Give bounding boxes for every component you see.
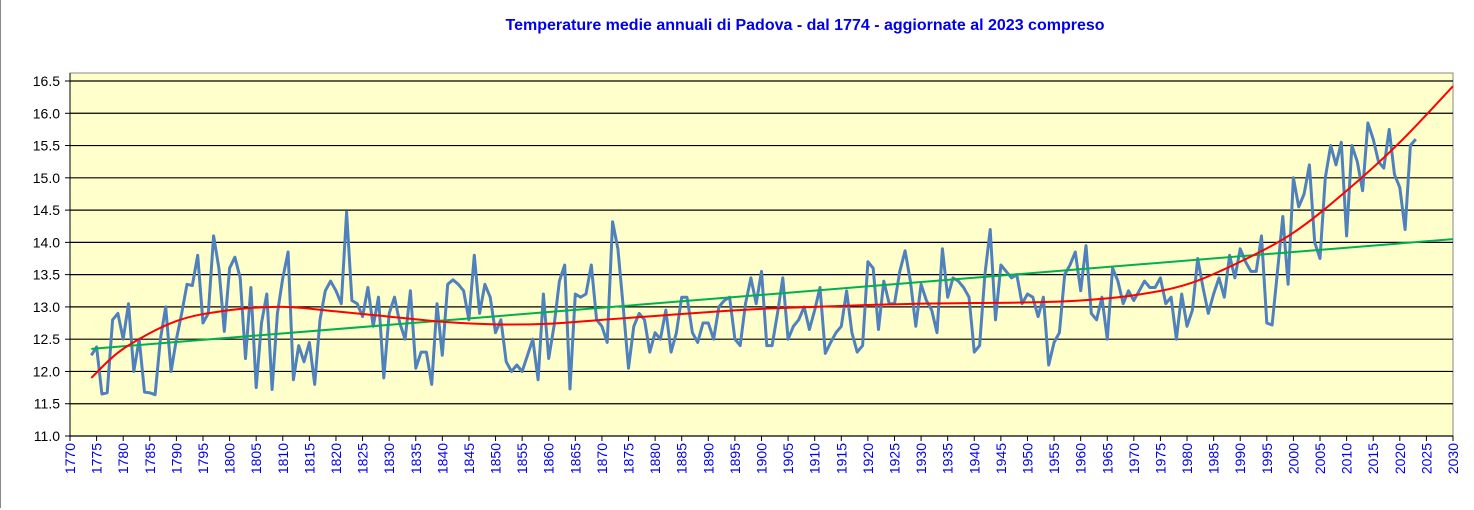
x-tick-label: 1880 (647, 443, 663, 474)
x-tick-label: 1925 (886, 443, 902, 474)
y-tick-label: 11.5 (34, 396, 60, 412)
x-tick-label: 1835 (408, 443, 424, 474)
x-tick-label: 1915 (833, 443, 849, 474)
x-tick-label: 2010 (1339, 443, 1355, 474)
x-tick-label: 2000 (1285, 443, 1301, 474)
x-tick-label: 1830 (381, 443, 397, 474)
x-tick-label: 1800 (222, 443, 238, 474)
y-tick-label: 16.0 (33, 105, 60, 121)
x-tick-label: 2015 (1365, 443, 1381, 474)
x-tick-label: 1840 (434, 443, 450, 474)
x-tick-label: 2020 (1392, 443, 1408, 474)
y-tick-label: 13.5 (33, 267, 60, 283)
x-tick-label: 1780 (115, 443, 131, 474)
x-tick-label: 1945 (993, 443, 1009, 474)
y-tick-label: 15.0 (33, 170, 60, 186)
linear-trend-line (91, 238, 1454, 350)
x-tick-label: 1910 (807, 443, 823, 474)
x-tick-label: 1940 (966, 443, 982, 474)
x-tick-label: 1950 (1019, 443, 1035, 474)
y-tick-label: 14.5 (33, 202, 60, 218)
y-tick-label: 15.5 (33, 138, 60, 154)
x-tick-label: 1825 (355, 443, 371, 474)
x-tick-label: 1875 (621, 443, 637, 474)
y-tick-label: 16.5 (33, 73, 60, 89)
y-tick-label: 11.0 (34, 428, 60, 444)
x-tick-label: 2005 (1312, 443, 1328, 474)
x-tick-label: 1795 (195, 443, 211, 474)
x-tick-label: 1805 (248, 443, 264, 474)
x-tick-label: 1990 (1232, 443, 1248, 474)
x-tick-label: 1955 (1046, 443, 1062, 474)
x-tick-label: 2030 (1445, 443, 1461, 474)
y-tick-label: 13.0 (33, 299, 60, 315)
x-tick-label: 1855 (514, 443, 530, 474)
x-tick-label: 1790 (168, 443, 184, 474)
polynomial-trend-line (90, 85, 1454, 379)
x-tick-label: 1890 (700, 443, 716, 474)
x-tick-label: 1900 (754, 443, 770, 474)
x-tick-label: 1865 (567, 443, 583, 474)
x-tick-label: 1810 (275, 443, 291, 474)
x-tick-label: 1815 (301, 443, 317, 474)
x-tick-label: 1975 (1152, 443, 1168, 474)
y-tick-label: 14.0 (33, 234, 60, 250)
x-tick-label: 1775 (89, 443, 105, 474)
x-tick-label: 1920 (860, 443, 876, 474)
x-tick-label: 1905 (780, 443, 796, 474)
x-tick-label: 1850 (488, 443, 504, 474)
x-tick-label: 1980 (1179, 443, 1195, 474)
y-tick-label: 12.0 (33, 363, 60, 379)
x-tick-label: 1960 (1073, 443, 1089, 474)
x-tick-label: 1870 (594, 443, 610, 474)
chart-title: Temperature medie annuali di Padova - da… (505, 17, 1105, 34)
x-tick-label: 2025 (1418, 443, 1434, 474)
x-tick-label: 1885 (674, 443, 690, 474)
x-tick-label: 1785 (142, 443, 158, 474)
x-tick-label: 1845 (461, 443, 477, 474)
x-tick-label: 1895 (727, 443, 743, 474)
y-tick-label: 12.5 (33, 331, 60, 347)
x-tick-label: 1930 (913, 443, 929, 474)
x-tick-label: 1860 (541, 443, 557, 474)
x-tick-label: 1935 (940, 443, 956, 474)
plot-area (69, 72, 1454, 437)
x-tick-label: 1970 (1126, 443, 1142, 474)
x-tick-label: 1965 (1099, 443, 1115, 474)
x-tick-label: 1770 (62, 443, 78, 474)
x-tick-label: 1985 (1206, 443, 1222, 474)
series-line-annual-temperature (90, 121, 1417, 397)
x-tick-label: 1820 (328, 443, 344, 474)
x-tick-label: 1995 (1259, 443, 1275, 474)
